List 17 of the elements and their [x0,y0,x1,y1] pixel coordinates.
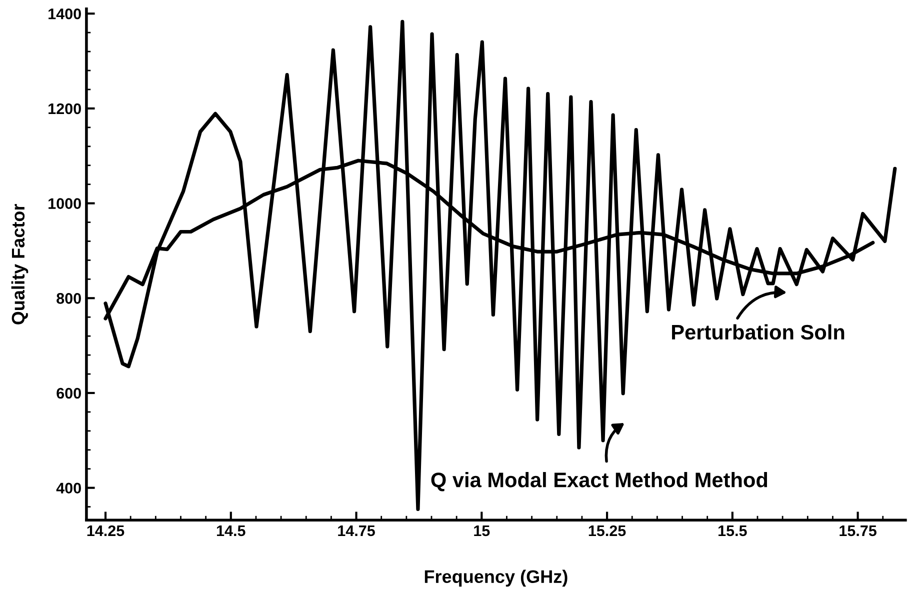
x-tick-label: 15.5 [718,526,747,536]
y-tick-label: 400 [56,482,81,494]
x-tick-label: 14.75 [338,526,375,536]
x-axis-title: Frequency (GHz) [424,570,568,587]
y-tick-label: 1400 [48,8,81,20]
y-tick-label: 800 [56,293,81,304]
y-tick-label: 600 [56,388,81,399]
annotation: Q via Modal Exact Method Method [431,472,768,492]
y-axis-title: Quality Factor [11,204,28,324]
x-tick-label: 15.25 [588,525,626,536]
x-tick-label: 14.25 [87,525,124,536]
annotation: Perturbation Soln [672,324,844,340]
y-tick-label: 1200 [48,103,81,114]
x-tick-label: 15.75 [840,526,876,536]
x-tick-label: 15 [474,526,490,536]
y-tick-label: 1000 [48,198,81,209]
x-tick-label: 14.5 [216,526,246,536]
